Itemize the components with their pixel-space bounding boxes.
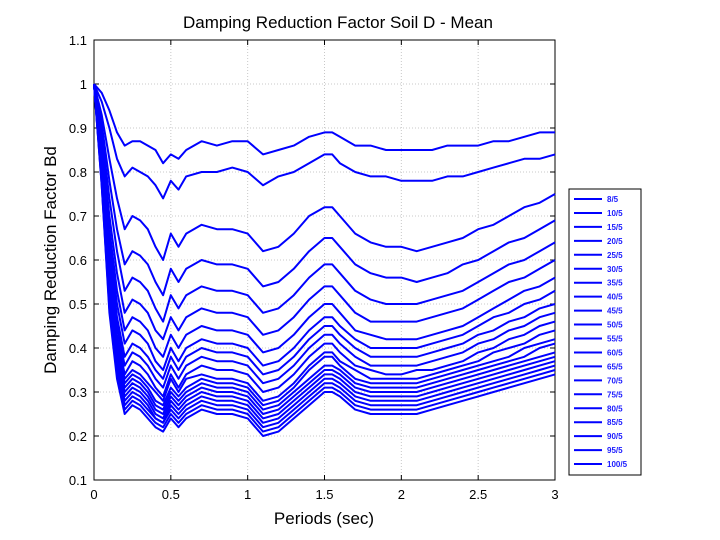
series-line-55-5 [93, 83, 556, 398]
series-line-65-5 [93, 83, 556, 407]
legend-label: 75/5 [607, 390, 623, 399]
y-tick-label: 0.7 [69, 209, 87, 224]
y-tick-label: 0.4 [69, 341, 87, 356]
y-tick-label: 0.9 [69, 121, 87, 136]
y-tick-label: 0.6 [69, 253, 87, 268]
legend-label: 15/5 [607, 223, 623, 232]
legend-label: 50/5 [607, 321, 623, 330]
x-tick-label: 0.5 [162, 487, 180, 502]
series-line-10-5 [93, 83, 556, 200]
y-tick-label: 0.8 [69, 165, 87, 180]
legend-label: 55/5 [607, 335, 623, 344]
series-line-100-5 [93, 83, 556, 437]
y-axis-label: Damping Reduction Factor Bd [41, 146, 60, 374]
series-line-70-5 [93, 83, 556, 411]
series-line-75-5 [93, 83, 556, 415]
series-line-35-5 [93, 83, 556, 358]
legend: 8/5 10/5 15/5 20/5 25/5 30/5 35/5 40/5 45/5 50/5 5… [568, 188, 642, 476]
series-line-15-5 [93, 83, 556, 261]
legend-label: 90/5 [607, 432, 623, 441]
axis-ticks: 0 0.5 1 1.5 2 2.5 3 0.1 0.2 0.3 0.4 0.5 0.6 0.7 0.8 0.9… [69, 33, 559, 502]
chart-title: Damping Reduction Factor Soil D - Mean [183, 13, 493, 32]
legend-label: 8/5 [607, 195, 619, 204]
legend-label: 45/5 [607, 307, 623, 316]
series-line-40-5 [93, 83, 556, 371]
y-tick-label: 1.1 [69, 33, 87, 48]
legend-box [568, 188, 642, 476]
legend-label: 70/5 [607, 376, 623, 385]
legend-label: 85/5 [607, 418, 623, 427]
series-line-45-5 [93, 83, 556, 380]
x-tick-label: 0 [90, 487, 97, 502]
legend-label: 40/5 [607, 293, 623, 302]
legend-label: 20/5 [607, 237, 623, 246]
series-line-20-5 [93, 83, 556, 297]
y-tick-label: 0.1 [69, 473, 87, 488]
series-line-30-5 [93, 83, 556, 341]
x-tick-label: 2 [398, 487, 405, 502]
legend-label: 35/5 [607, 279, 623, 288]
series-line-60-5 [93, 83, 556, 402]
y-tick-label: 0.5 [69, 297, 87, 312]
legend-label: 25/5 [607, 251, 623, 260]
series-line-25-5 [93, 83, 556, 323]
legend-label: 30/5 [607, 265, 623, 274]
series-line-85-5 [93, 83, 556, 424]
legend-label: 100/5 [607, 460, 628, 469]
series-line-80-5 [93, 83, 556, 420]
series-lines [93, 83, 556, 437]
y-tick-label: 1 [80, 77, 87, 92]
series-line-50-5 [93, 83, 556, 389]
x-tick-label: 2.5 [469, 487, 487, 502]
legend-label: 10/5 [607, 209, 623, 218]
legend-label: 60/5 [607, 348, 623, 357]
x-axis-label: Periods (sec) [274, 509, 374, 528]
x-tick-label: 1 [244, 487, 251, 502]
y-tick-label: 0.3 [69, 385, 87, 400]
series-line-95-5 [93, 83, 556, 433]
series-line-8-5 [93, 83, 555, 165]
x-tick-label: 3 [551, 487, 558, 502]
legend-label: 65/5 [607, 362, 623, 371]
legend-label: 95/5 [607, 446, 623, 455]
y-tick-label: 0.2 [69, 429, 87, 444]
legend-label: 80/5 [607, 404, 623, 413]
series-line-90-5 [93, 83, 556, 429]
x-tick-label: 1.5 [315, 487, 333, 502]
